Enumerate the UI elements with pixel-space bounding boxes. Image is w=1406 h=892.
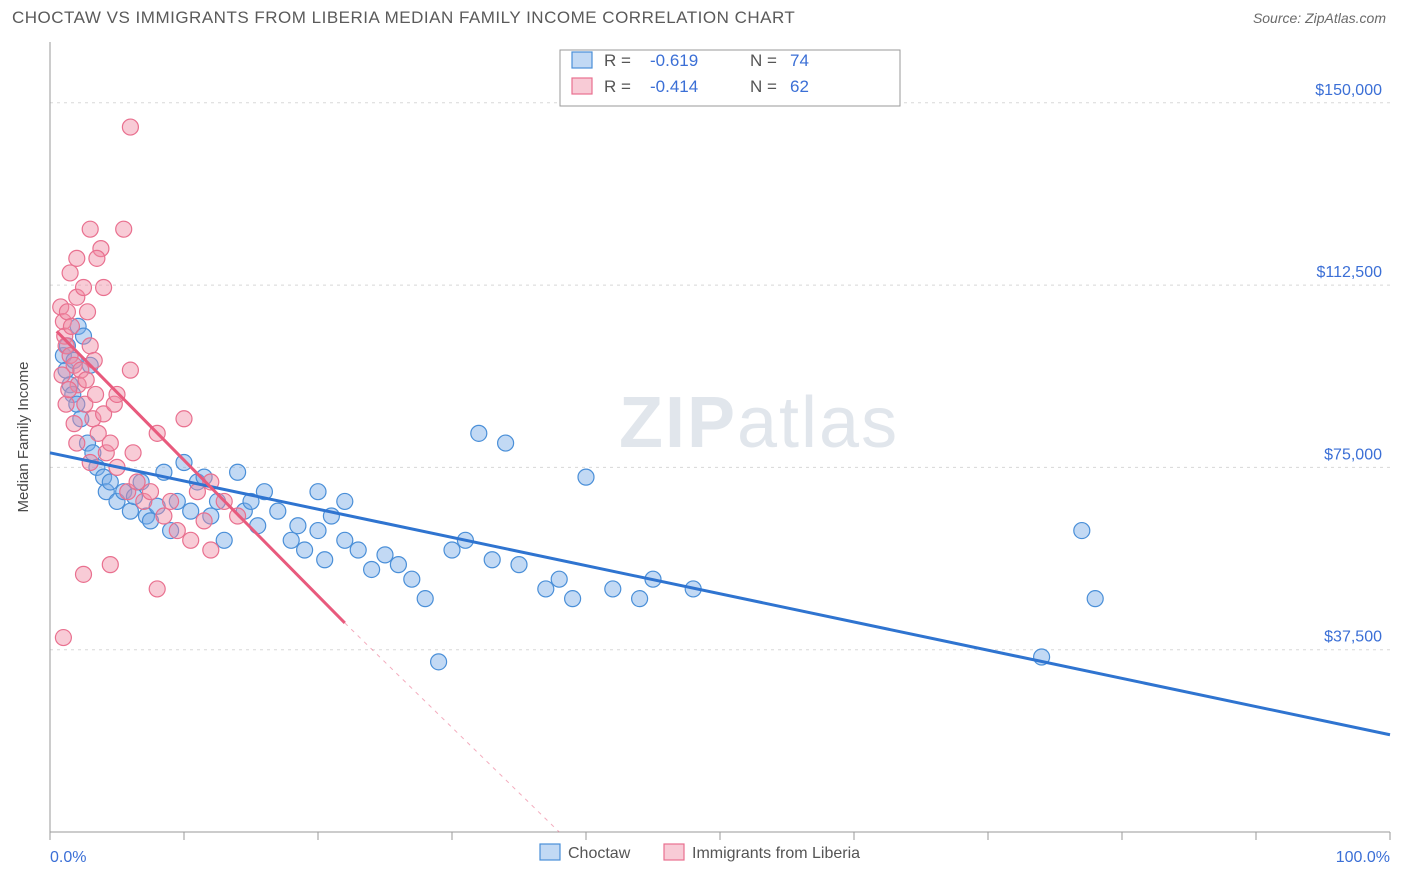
svg-text:62: 62 [790,77,809,96]
chart-area: $37,500 $75,000 $112,500 $150,000 0.0% 100.0%… [0,32,1406,882]
svg-text:Immigrants from Liberia: Immigrants from Liberia [692,845,860,862]
svg-text:-0.619: -0.619 [650,51,698,70]
chart-title: CHOCTAW VS IMMIGRANTS FROM LIBERIA MEDIA… [12,8,795,28]
svg-text:Choctaw: Choctaw [568,845,631,862]
source-attribution: Source: ZipAtlas.com [1253,10,1386,26]
svg-text:-0.414: -0.414 [650,77,698,96]
svg-text:0.0%: 0.0% [50,849,86,866]
svg-text:$37,500: $37,500 [1324,629,1382,646]
svg-text:R =: R = [604,51,631,70]
svg-text:74: 74 [790,51,809,70]
scatter-chart-svg: $37,500 $75,000 $112,500 $150,000 0.0% 100.0%… [0,32,1406,882]
svg-text:N =: N = [750,77,777,96]
svg-text:$112,500: $112,500 [1316,264,1382,281]
svg-text:N =: N = [750,51,777,70]
svg-text:$75,000: $75,000 [1324,446,1382,463]
svg-text:100.0%: 100.0% [1336,849,1390,866]
svg-text:$150,000: $150,000 [1315,82,1382,99]
svg-text:R =: R = [604,77,631,96]
svg-text:Median Family Income: Median Family Income [15,362,32,513]
chart-header: CHOCTAW VS IMMIGRANTS FROM LIBERIA MEDIA… [0,0,1406,32]
